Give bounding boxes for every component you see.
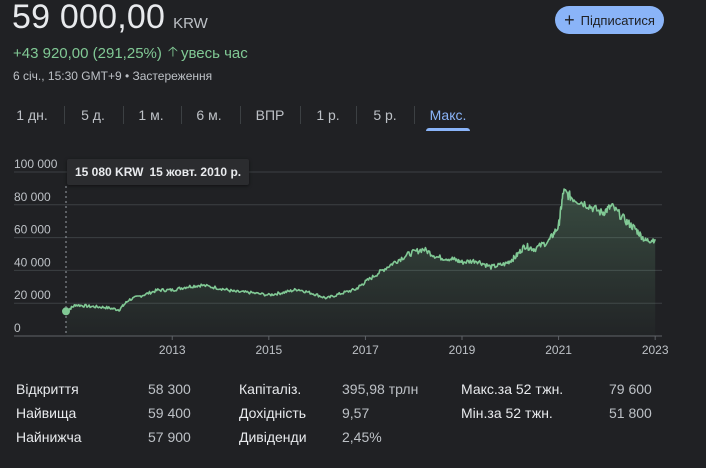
x-tick-label: 2021 — [545, 343, 572, 357]
change-period: увесь час — [180, 44, 248, 62]
stat-label: Дохідність — [239, 405, 307, 421]
stat-label: Макс.за 52 тжн. — [461, 381, 564, 397]
tab-5d[interactable]: 5 д. — [81, 107, 105, 123]
x-tick-label: 2015 — [255, 343, 282, 357]
chart-tooltip: 15 080 KRW 15 жовт. 2010 р. — [67, 159, 250, 185]
stat-label: Найвища — [16, 405, 77, 421]
tab-max[interactable]: Макс. — [426, 100, 470, 131]
tooltip-value: 15 080 KRW — [75, 165, 144, 179]
tab-1y[interactable]: 1 р. — [316, 107, 340, 123]
stat-label: Мін.за 52 тжн. — [461, 405, 553, 421]
stat-open: Відкриття 58 300 — [16, 381, 191, 397]
stat-value: 57 900 — [148, 429, 191, 445]
stat-52w-low: Мін.за 52 тжн. 51 800 — [461, 405, 652, 421]
stat-high: Найвища 59 400 — [16, 405, 191, 421]
quote-meta: 6 січ., 15:30 GMT+9 • Застереження — [13, 69, 213, 83]
tab-1m[interactable]: 1 м. — [138, 107, 164, 123]
tab-divider — [64, 106, 65, 124]
current-price: 59 000,00 — [12, 0, 166, 36]
stat-value: 395,98 трлн — [342, 381, 419, 397]
y-tick-label: 100 000 — [14, 157, 58, 171]
currency-code: KRW — [173, 15, 208, 32]
tab-1d[interactable]: 1 дн. — [16, 107, 48, 123]
follow-button[interactable]: + Підписатися — [555, 6, 664, 34]
tooltip-date: 15 жовт. 2010 р. — [149, 165, 242, 179]
x-tick-label: 2017 — [352, 343, 379, 357]
stat-label: Капіталіз. — [239, 381, 302, 397]
highlight-point — [62, 307, 70, 316]
y-tick-label: 40 000 — [14, 255, 51, 269]
x-tick-label: 2023 — [642, 343, 669, 357]
y-tick-label: 80 000 — [14, 190, 51, 204]
stat-pe-ratio: Дохідність 9,57 — [239, 405, 369, 421]
x-tick-label: 2019 — [449, 343, 476, 357]
arrow-up-icon: 🡡 — [167, 43, 178, 59]
tab-divider — [356, 106, 357, 124]
series-area — [66, 189, 656, 336]
tab-6m[interactable]: 6 м. — [196, 107, 222, 123]
x-tick-label: 2013 — [159, 343, 186, 357]
y-tick-label: 20 000 — [14, 288, 51, 302]
stat-value: 9,57 — [342, 405, 370, 421]
stat-label: Найнижча — [16, 429, 82, 445]
stat-label: Дивіденди — [239, 429, 307, 445]
price-header: 59 000,00 KRW — [12, 0, 208, 37]
follow-button-label: Підписатися — [580, 12, 655, 28]
tab-divider — [300, 106, 301, 124]
tab-divider — [181, 106, 182, 124]
y-tick-label: 0 — [14, 321, 21, 335]
stat-value: 59 400 — [148, 405, 191, 421]
tab-divider — [414, 106, 415, 124]
plus-icon: + — [564, 10, 575, 30]
range-tabs: 1 дн. 5 д. 1 м. 6 м. ВПР 1 р. 5 р. Макс. — [0, 100, 706, 132]
tab-divider — [240, 106, 241, 124]
stat-value: 58 300 — [148, 381, 191, 397]
price-change: +43 920,00 (291,25%) 🡡 увесь час — [13, 41, 248, 65]
tab-ytd[interactable]: ВПР — [255, 107, 285, 123]
tab-divider — [123, 106, 124, 124]
stat-low: Найнижча 57 900 — [16, 429, 191, 445]
change-value: +43 920,00 (291,25%) — [13, 44, 162, 62]
stat-value: 2,45% — [342, 429, 382, 445]
stat-market-cap: Капіталіз. 395,98 трлн — [239, 381, 418, 397]
y-tick-label: 60 000 — [14, 223, 51, 237]
stat-dividend: Дивіденди 2,45% — [239, 429, 382, 445]
series-line — [65, 188, 656, 312]
tab-5y[interactable]: 5 р. — [373, 107, 397, 123]
stat-label: Відкриття — [16, 381, 79, 397]
stat-value: 51 800 — [609, 405, 652, 421]
stat-52w-high: Макс.за 52 тжн. 79 600 — [461, 381, 652, 397]
stat-value: 79 600 — [609, 381, 652, 397]
